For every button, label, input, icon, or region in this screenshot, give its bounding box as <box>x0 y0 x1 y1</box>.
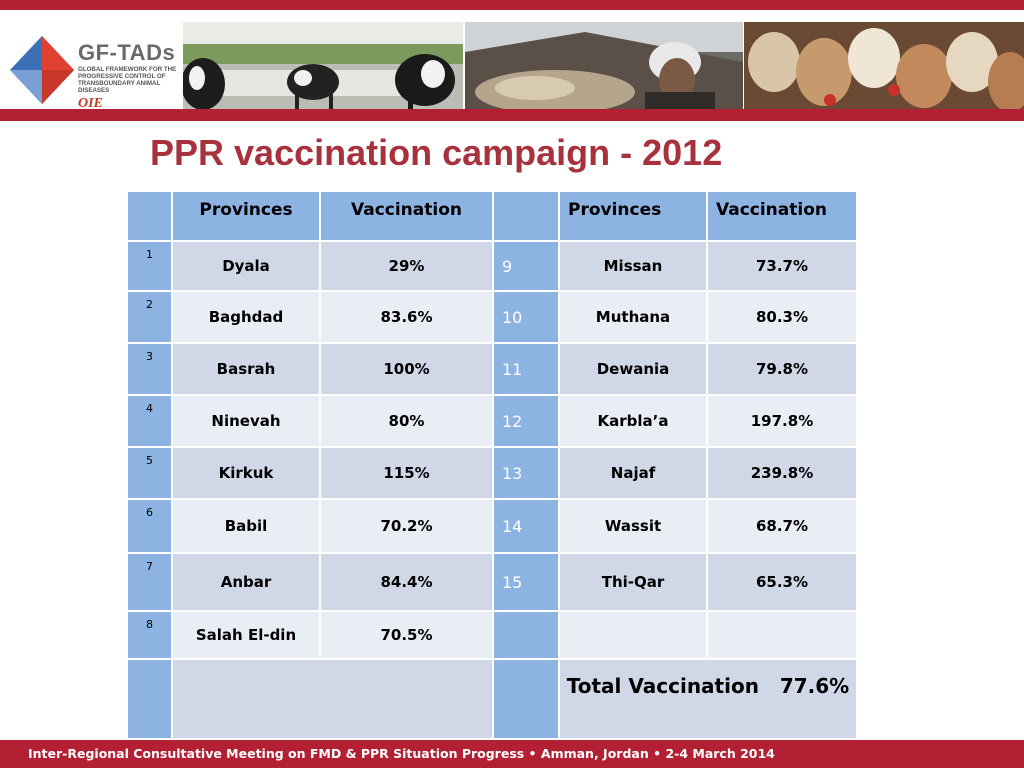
row-province-left: Anbar <box>173 554 321 610</box>
footer-text: Inter-Regional Consultative Meeting on F… <box>28 746 775 761</box>
page-title: PPR vaccination campaign - 2012 <box>150 132 723 173</box>
row-index-left: 4 <box>128 396 173 446</box>
column-header-provinces-right: Provinces <box>560 192 708 240</box>
row-index-right: 9 <box>494 242 560 290</box>
vaccination-table: Provinces Vaccination Provinces Vaccinat… <box>128 192 856 738</box>
row-province-right: Wassit <box>560 500 708 552</box>
row-province-right: Muthana <box>560 292 708 342</box>
total-row-index-right <box>494 660 560 738</box>
sheep-photo <box>744 22 1024 116</box>
row-index-left: 7 <box>128 554 173 610</box>
row-index-right: 12 <box>494 396 560 446</box>
column-header-vaccination-right: Vaccination <box>708 192 856 240</box>
row-vaccination-left: 83.6% <box>321 292 494 342</box>
row-vaccination-right: 197.8% <box>708 396 856 446</box>
row-index-right: 13 <box>494 448 560 498</box>
row-province-right-empty <box>560 612 708 658</box>
header-corner-right <box>494 192 560 240</box>
row-vaccination-left: 29% <box>321 242 494 290</box>
row-province-left: Salah El-din <box>173 612 321 658</box>
row-province-left: Dyala <box>173 242 321 290</box>
row-province-right: Dewania <box>560 344 708 394</box>
row-province-right: Missan <box>560 242 708 290</box>
row-vaccination-left: 115% <box>321 448 494 498</box>
slide-header: GF-TADs GLOBAL FRAMEWORK FOR THE PROGRES… <box>0 10 1024 116</box>
row-province-left: Basrah <box>173 344 321 394</box>
row-index-right: 10 <box>494 292 560 342</box>
row-province-right: Thi-Qar <box>560 554 708 610</box>
row-index-right: 15 <box>494 554 560 610</box>
row-index-right: 14 <box>494 500 560 552</box>
row-vaccination-right: 239.8% <box>708 448 856 498</box>
row-vaccination-right: 65.3% <box>708 554 856 610</box>
row-vaccination-right: 80.3% <box>708 292 856 342</box>
column-header-provinces: Provinces <box>173 192 321 240</box>
row-vaccination-right-empty <box>708 612 856 658</box>
header-divider <box>0 109 1024 121</box>
row-index-right: 11 <box>494 344 560 394</box>
row-vaccination-left: 84.4% <box>321 554 494 610</box>
row-province-right: Najaf <box>560 448 708 498</box>
row-vaccination-left: 80% <box>321 396 494 446</box>
row-vaccination-left: 70.5% <box>321 612 494 658</box>
row-province-left: Babil <box>173 500 321 552</box>
row-province-left: Baghdad <box>173 292 321 342</box>
header-corner-left <box>128 192 173 240</box>
row-vaccination-right: 73.7% <box>708 242 856 290</box>
oie-logo: OIE <box>78 96 103 111</box>
row-province-left: Ninevah <box>173 396 321 446</box>
gf-tads-logo: GF-TADs GLOBAL FRAMEWORK FOR THE PROGRES… <box>0 22 183 116</box>
row-vaccination-right: 68.7% <box>708 500 856 552</box>
logo-title: GF-TADs <box>78 40 176 65</box>
row-index-right-empty <box>494 612 560 658</box>
row-vaccination-left: 70.2% <box>321 500 494 552</box>
diamond-logo-icon <box>10 36 74 104</box>
row-index-left: 1 <box>128 242 173 290</box>
row-index-left: 2 <box>128 292 173 342</box>
column-header-vaccination: Vaccination <box>321 192 494 240</box>
row-index-left: 8 <box>128 612 173 658</box>
top-accent-bar <box>0 0 1024 10</box>
row-index-left: 6 <box>128 500 173 552</box>
cattle-photo <box>183 22 463 116</box>
row-vaccination-left: 100% <box>321 344 494 394</box>
logo-subtitle: GLOBAL FRAMEWORK FOR THE PROGRESSIVE CON… <box>78 66 177 94</box>
row-vaccination-right: 79.8% <box>708 344 856 394</box>
row-province-left: Kirkuk <box>173 448 321 498</box>
total-row-blank <box>173 660 494 738</box>
total-row-index-left <box>128 660 173 738</box>
footer-bar: Inter-Regional Consultative Meeting on F… <box>0 740 1024 768</box>
total-vaccination: Total Vaccination 77.6% <box>560 660 856 738</box>
row-index-left: 3 <box>128 344 173 394</box>
row-province-right: Karbla’a <box>560 396 708 446</box>
shepherd-photo <box>465 22 743 116</box>
row-index-left: 5 <box>128 448 173 498</box>
